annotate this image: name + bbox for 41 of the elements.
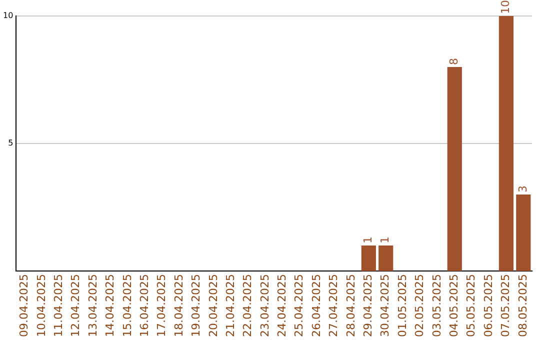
x-tick-label: 03.05.2025 xyxy=(430,274,444,338)
x-tick-label: 10.04.2025 xyxy=(34,274,48,338)
x-tick-label: 29.04.2025 xyxy=(362,274,375,338)
bar xyxy=(447,67,462,272)
x-tick-label: 22.04.2025 xyxy=(241,274,254,338)
x-tick-label: 25.04.2025 xyxy=(292,274,306,338)
data-label: 1 xyxy=(362,236,375,244)
data-label: 1 xyxy=(378,236,392,244)
x-tick-label: 27.04.2025 xyxy=(327,274,340,338)
data-label: 10 xyxy=(499,0,512,14)
x-tick-label: 21.04.2025 xyxy=(224,274,237,338)
x-tick-label: 28.04.2025 xyxy=(344,274,358,338)
x-tick-label: 02.05.2025 xyxy=(413,274,426,338)
x-tick-label: 23.04.2025 xyxy=(258,274,272,338)
x-tick-label: 08.05.2025 xyxy=(516,274,530,338)
y-tick-label: 5 xyxy=(8,138,14,148)
x-tick-label: 05.05.2025 xyxy=(464,274,478,338)
bar xyxy=(378,246,394,272)
x-tick-label: 18.04.2025 xyxy=(172,274,186,338)
x-tick-label: 26.04.2025 xyxy=(310,274,323,338)
x-tick-label: 12.04.2025 xyxy=(69,274,82,338)
bar xyxy=(361,246,376,272)
x-tick-label: 24.04.2025 xyxy=(276,274,289,338)
x-tick-label: 19.04.2025 xyxy=(190,274,203,338)
x-tick-label: 04.05.2025 xyxy=(447,274,460,338)
x-tick-label: 13.04.2025 xyxy=(86,274,100,338)
data-label: 3 xyxy=(516,186,530,193)
bar xyxy=(498,16,514,272)
x-tick-label: 14.04.2025 xyxy=(104,274,117,338)
bar xyxy=(516,194,531,272)
x-tick-label: 16.04.2025 xyxy=(138,274,151,338)
x-tick-label: 15.04.2025 xyxy=(120,274,134,338)
x-tick-label: 11.04.2025 xyxy=(52,274,66,338)
data-label: 8 xyxy=(447,58,460,66)
x-tick-label: 07.05.2025 xyxy=(499,274,512,338)
x-tick-label: 17.04.2025 xyxy=(155,274,168,338)
x-tick-label: 09.04.2025 xyxy=(18,274,31,338)
x-tick-label: 06.05.2025 xyxy=(482,274,495,338)
x-tick-label: 01.05.2025 xyxy=(396,274,409,338)
x-tick-label: 30.04.2025 xyxy=(378,274,392,338)
x-tick-label: 20.04.2025 xyxy=(206,274,220,338)
